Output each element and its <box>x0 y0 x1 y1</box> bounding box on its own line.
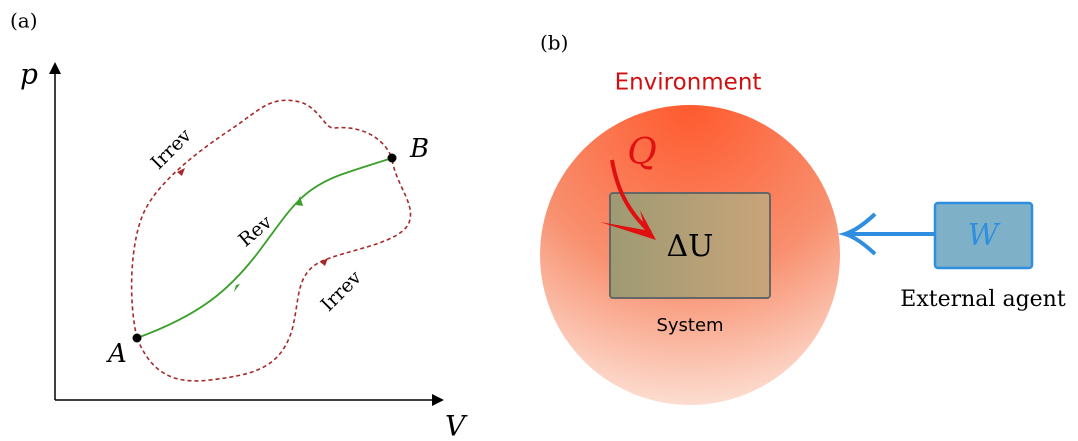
point-label: B <box>409 134 429 164</box>
point <box>388 154 397 163</box>
internal-energy-label: ΔU <box>667 229 714 264</box>
path-label: Irrev <box>317 266 366 315</box>
environment-label: Environment <box>615 70 762 96</box>
heat-label: Q <box>627 132 657 173</box>
agent-label: External agent <box>900 287 1066 312</box>
point-label: A <box>106 339 127 369</box>
path-label: Irrev <box>147 124 196 173</box>
x-axis-label: V <box>445 410 468 441</box>
y-axis-label: p <box>20 58 38 91</box>
path-label: Rev <box>234 211 276 251</box>
panel-label: (a) <box>10 9 38 33</box>
panel-label: (b) <box>540 31 568 55</box>
arrowhead <box>234 284 240 292</box>
point <box>133 334 142 343</box>
arrowhead <box>320 258 328 266</box>
irrev-lower-path <box>137 158 411 381</box>
rev-path <box>137 158 392 338</box>
figure: (a) p V A B Irrev Rev Irrev (b) Environm… <box>0 0 1078 441</box>
system-label: System <box>656 315 723 336</box>
work-label: W <box>968 218 1001 253</box>
